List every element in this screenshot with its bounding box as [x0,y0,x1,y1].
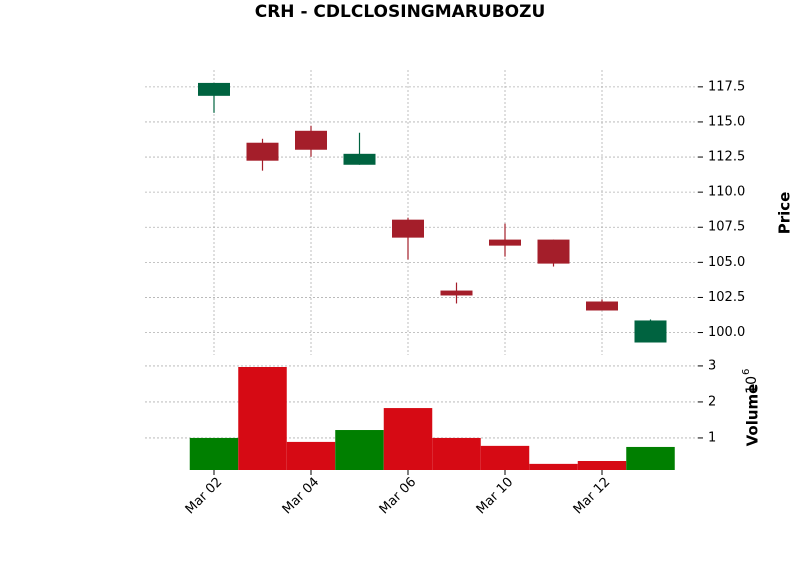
candle-body [440,290,473,296]
volume-bar [529,463,578,470]
candle-body [537,239,570,264]
volume-tick-label: 2 [708,394,716,409]
x-tick-label: Mar 04 [280,475,323,518]
volume-axis-label: Volume [744,384,762,447]
candle-body [489,239,521,246]
price-axis-label: Price [776,192,794,235]
y-tick-label: 100.0 [708,325,745,340]
volume-bar [286,441,336,470]
volume-bar [432,437,481,470]
chart-title: CRH - CDLCLOSINGMARUBOZU [255,2,546,22]
volume-bar [335,430,384,470]
volume-bar [189,437,239,470]
x-tick-label: Mar 06 [377,475,420,518]
volume-tick-label: 1 [708,430,716,445]
volume-tick-label: 3 [708,358,716,373]
volume-bar [626,446,675,470]
offset-base: 10 [744,376,760,394]
volume-bar [383,408,433,470]
y-tick-label: 117.5 [708,79,745,94]
candle-body [586,301,618,311]
candle-body [343,153,376,165]
y-tick-label: 105.0 [708,255,745,270]
candle-body [246,142,279,161]
candle-body [198,82,230,96]
y-tick-label: 107.5 [708,220,745,235]
volume-bar [577,460,627,470]
candle-body [392,219,424,238]
volume-bar [238,367,287,470]
x-tick-label: Mar 10 [474,475,517,518]
y-tick-label: 102.5 [708,290,745,305]
x-tick-label: Mar 12 [571,475,614,518]
y-tick-label: 110.0 [708,185,745,200]
volume-offset: 10 6 [741,369,760,394]
candle-body [295,130,327,150]
candle-body [634,320,667,343]
x-tick-label: Mar 02 [183,475,226,518]
volume-bar [480,445,530,470]
y-tick-label: 112.5 [708,150,745,165]
y-tick-label: 115.0 [708,114,745,129]
offset-exponent: 6 [741,369,752,375]
